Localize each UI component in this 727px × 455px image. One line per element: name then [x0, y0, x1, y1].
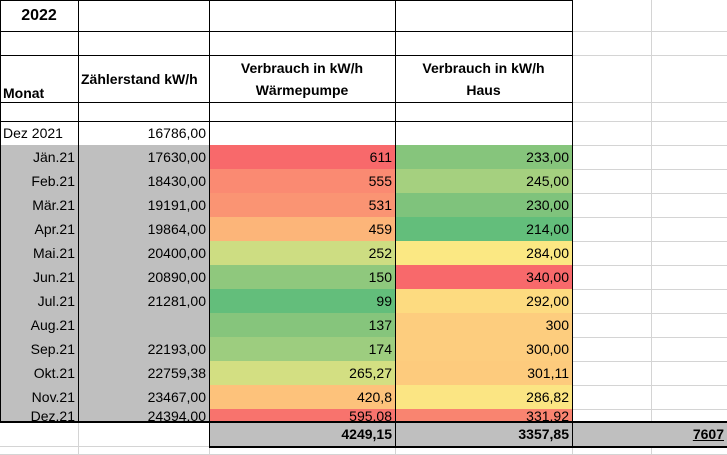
totals-column-border: [209, 421, 210, 448]
month-cell[interactable]: Dez.21: [0, 409, 78, 422]
haus-consumption-cell[interactable]: 233,00: [395, 145, 572, 169]
wp-consumption-cell[interactable]: 265,27: [209, 361, 395, 385]
header-waermepumpe[interactable]: Verbrauch in kW/h Wärmepumpe: [209, 55, 395, 102]
reading-cell[interactable]: 22193,00: [78, 337, 209, 361]
haus-consumption-cell[interactable]: 300,00: [395, 337, 572, 361]
header-haus[interactable]: Verbrauch in kW/h Haus: [395, 55, 572, 102]
haus-consumption-cell[interactable]: 300: [395, 313, 572, 337]
month-cell[interactable]: Jän.21: [0, 145, 78, 169]
totals-top-border: [0, 421, 727, 423]
header-haus-line2: Haus: [466, 81, 501, 98]
reading-cell[interactable]: 22759,38: [78, 361, 209, 385]
month-cell[interactable]: Jul.21: [0, 289, 78, 313]
reading-cell[interactable]: 20890,00: [78, 265, 209, 289]
reading-cell[interactable]: 23467,00: [78, 385, 209, 409]
total-haus-cell[interactable]: 3357,85: [395, 422, 572, 446]
start-reading-cell[interactable]: 16786,00: [78, 121, 209, 145]
wp-consumption-cell[interactable]: 420,8: [209, 385, 395, 409]
month-cell[interactable]: Sep.21: [0, 337, 78, 361]
reading-cell[interactable]: [78, 313, 209, 337]
row-border: [0, 102, 572, 103]
haus-consumption-cell[interactable]: 340,00: [395, 265, 572, 289]
wp-consumption-cell[interactable]: 459: [209, 217, 395, 241]
wp-consumption-cell[interactable]: 555: [209, 169, 395, 193]
wp-consumption-cell[interactable]: 252: [209, 241, 395, 265]
totals-column-border: [572, 421, 573, 448]
haus-consumption-cell[interactable]: 286,82: [395, 385, 572, 409]
haus-consumption-cell[interactable]: 284,00: [395, 241, 572, 265]
haus-consumption-cell[interactable]: 214,00: [395, 217, 572, 241]
reading-cell[interactable]: 18430,00: [78, 169, 209, 193]
row-border: [0, 55, 572, 56]
row-border: [0, 31, 572, 32]
wp-consumption-cell[interactable]: 595,08: [209, 409, 395, 422]
reading-cell[interactable]: 19864,00: [78, 217, 209, 241]
reading-cell[interactable]: 17630,00: [78, 145, 209, 169]
wp-consumption-cell[interactable]: 150: [209, 265, 395, 289]
month-cell[interactable]: Aug.21: [0, 313, 78, 337]
totals-bottom-border: [209, 446, 727, 448]
header-monat[interactable]: Monat: [0, 55, 78, 121]
month-cell[interactable]: Nov.21: [0, 385, 78, 409]
wp-consumption-cell[interactable]: 174: [209, 337, 395, 361]
haus-consumption-cell[interactable]: 301,11: [395, 361, 572, 385]
header-zaehlerstand[interactable]: Zählerstand kW/h: [78, 55, 209, 102]
haus-consumption-cell[interactable]: 331,92: [395, 409, 572, 422]
month-cell[interactable]: Mär.21: [0, 193, 78, 217]
reading-cell[interactable]: 19191,00: [78, 193, 209, 217]
year-title-cell[interactable]: 2022: [0, 0, 78, 31]
header-waermepumpe-line2: Wärmepumpe: [255, 81, 349, 98]
row-border: [0, 121, 572, 122]
total-grand-cell[interactable]: 7607: [572, 422, 727, 446]
wp-consumption-cell[interactable]: 99: [209, 289, 395, 313]
reading-cell[interactable]: 24394,00: [78, 409, 209, 422]
haus-consumption-cell[interactable]: 292,00: [395, 289, 572, 313]
reading-cell[interactable]: 21281,00: [78, 289, 209, 313]
total-wp-cell[interactable]: 4249,15: [209, 422, 395, 446]
column-border: [209, 0, 210, 422]
header-haus-line1: Verbrauch in kW/h: [422, 59, 545, 76]
start-month-cell[interactable]: Dez 2021: [0, 121, 78, 145]
haus-consumption-cell[interactable]: 245,00: [395, 169, 572, 193]
header-waermepumpe-line1: Verbrauch in kW/h: [240, 59, 364, 76]
column-border: [395, 0, 396, 422]
month-cell[interactable]: Apr.21: [0, 217, 78, 241]
month-cell[interactable]: Jun.21: [0, 265, 78, 289]
month-cell[interactable]: Mai.21: [0, 241, 78, 265]
wp-consumption-cell[interactable]: 137: [209, 313, 395, 337]
wp-consumption-cell[interactable]: 531: [209, 193, 395, 217]
haus-consumption-cell[interactable]: 230,00: [395, 193, 572, 217]
totals-column-border: [395, 421, 396, 448]
wp-consumption-cell[interactable]: 611: [209, 145, 395, 169]
month-cell[interactable]: Feb.21: [0, 169, 78, 193]
column-border: [78, 0, 79, 422]
month-cell[interactable]: Okt.21: [0, 361, 78, 385]
gridline-vertical: [651, 0, 652, 454]
reading-cell[interactable]: 20400,00: [78, 241, 209, 265]
